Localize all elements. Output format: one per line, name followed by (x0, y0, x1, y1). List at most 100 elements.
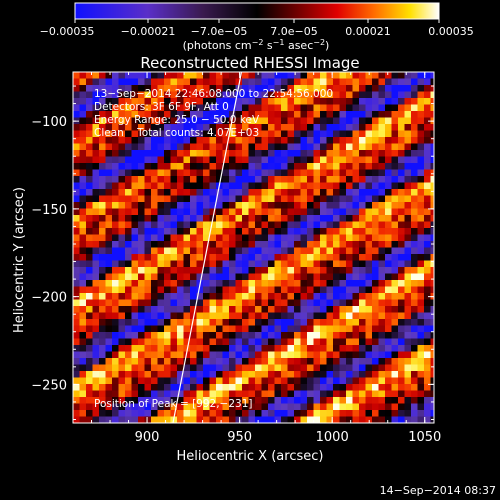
heatmap-cell (398, 397, 405, 404)
heatmap-cell (157, 371, 165, 378)
heatmap-cell (411, 156, 418, 164)
colorbar-tick-label: 7.0e−05 (270, 25, 317, 38)
heatmap-cell (359, 78, 366, 86)
heatmap-cell (352, 280, 360, 287)
heatmap-cell (73, 371, 80, 378)
heatmap-cell (333, 286, 340, 294)
heatmap-cell (79, 163, 87, 170)
heatmap-cell (339, 299, 347, 307)
heatmap-cell (359, 273, 366, 281)
heatmap-cell (385, 286, 392, 294)
heatmap-cell (411, 124, 418, 131)
heatmap-cell (300, 260, 308, 268)
heatmap-cell (372, 78, 379, 86)
heatmap-cell (229, 286, 236, 294)
heatmap-cell (125, 78, 132, 86)
heatmap-cell (99, 208, 106, 216)
heatmap-cell (125, 312, 132, 320)
heatmap-cell (164, 384, 171, 391)
heatmap-cell (294, 234, 301, 242)
heatmap-cell (157, 234, 165, 242)
heatmap-cell (346, 306, 353, 313)
heatmap-cell (333, 215, 340, 222)
heatmap-cell (177, 130, 184, 138)
heatmap-cell (170, 371, 178, 378)
heatmap-cell (92, 416, 100, 423)
heatmap-cell (398, 371, 405, 378)
heatmap-cell (86, 98, 93, 105)
heatmap-cell (177, 189, 184, 196)
heatmap-cell (183, 338, 191, 346)
heatmap-cell (333, 195, 340, 203)
heatmap-cell (261, 176, 269, 183)
heatmap-cell (281, 91, 288, 99)
heatmap-cell (209, 371, 217, 378)
heatmap-cell (378, 371, 386, 378)
heatmap-cell (372, 189, 379, 196)
heatmap-cell (209, 156, 217, 164)
heatmap-cell (424, 338, 431, 346)
heatmap-cell (203, 169, 210, 177)
heatmap-cell (125, 208, 132, 216)
heatmap-cell (164, 156, 171, 164)
heatmap-cell (99, 195, 106, 203)
heatmap-cell (333, 410, 340, 417)
heatmap-cell (294, 273, 301, 281)
heatmap-cell (73, 137, 80, 144)
heatmap-cell (333, 306, 340, 313)
heatmap-cell (138, 332, 145, 339)
heatmap-cell (417, 130, 425, 138)
heatmap-cell (411, 176, 418, 183)
heatmap-cell (222, 78, 230, 86)
heatmap-cell (287, 117, 295, 125)
heatmap-cell (216, 202, 223, 209)
heatmap-cell (131, 325, 139, 333)
heatmap-cell (307, 364, 314, 372)
heatmap-cell (378, 104, 386, 112)
heatmap-cell (190, 215, 197, 222)
heatmap-cell (372, 410, 379, 417)
heatmap-cell (398, 176, 405, 183)
heatmap-cell (203, 150, 210, 157)
heatmap-cell (281, 111, 288, 118)
heatmap-cell (365, 202, 373, 209)
heatmap-cell (92, 241, 100, 248)
heatmap-cell (313, 221, 321, 229)
heatmap-cell (346, 254, 353, 261)
heatmap-cell (222, 176, 230, 183)
heatmap-cell (268, 104, 275, 112)
heatmap-cell (112, 377, 119, 385)
heatmap-cell (261, 377, 269, 385)
heatmap-cell (229, 260, 236, 268)
solar-limb-line (172, 72, 243, 423)
heatmap-cell (99, 306, 106, 313)
heatmap-cell (333, 234, 340, 242)
heatmap-cell (105, 130, 113, 138)
heatmap-cell (430, 215, 434, 222)
heatmap-cell (268, 195, 275, 203)
heatmap-cell (196, 85, 204, 92)
heatmap-cell (92, 273, 100, 281)
heatmap-cell (411, 182, 418, 190)
heatmap-cell (281, 78, 288, 86)
heatmap-cell (125, 332, 132, 339)
heatmap-cell (86, 124, 93, 131)
heatmap-cell (125, 280, 132, 287)
heatmap-cell (424, 403, 431, 411)
heatmap-cell (320, 111, 327, 118)
heatmap-cell (99, 241, 106, 248)
heatmap-cell (235, 325, 243, 333)
heatmap-cell (170, 312, 178, 320)
heatmap-cell (242, 189, 249, 196)
heatmap-cell (118, 85, 126, 92)
heatmap-cell (294, 332, 301, 339)
heatmap-cell (339, 325, 347, 333)
heatmap-cell (372, 176, 379, 183)
heatmap-cell (170, 130, 178, 138)
heatmap-cell (190, 195, 197, 203)
heatmap-cell (183, 371, 191, 378)
heatmap-cell (118, 221, 126, 229)
heatmap-cell (365, 299, 373, 307)
heatmap-cell (352, 169, 360, 177)
heatmap-cell (183, 189, 191, 196)
